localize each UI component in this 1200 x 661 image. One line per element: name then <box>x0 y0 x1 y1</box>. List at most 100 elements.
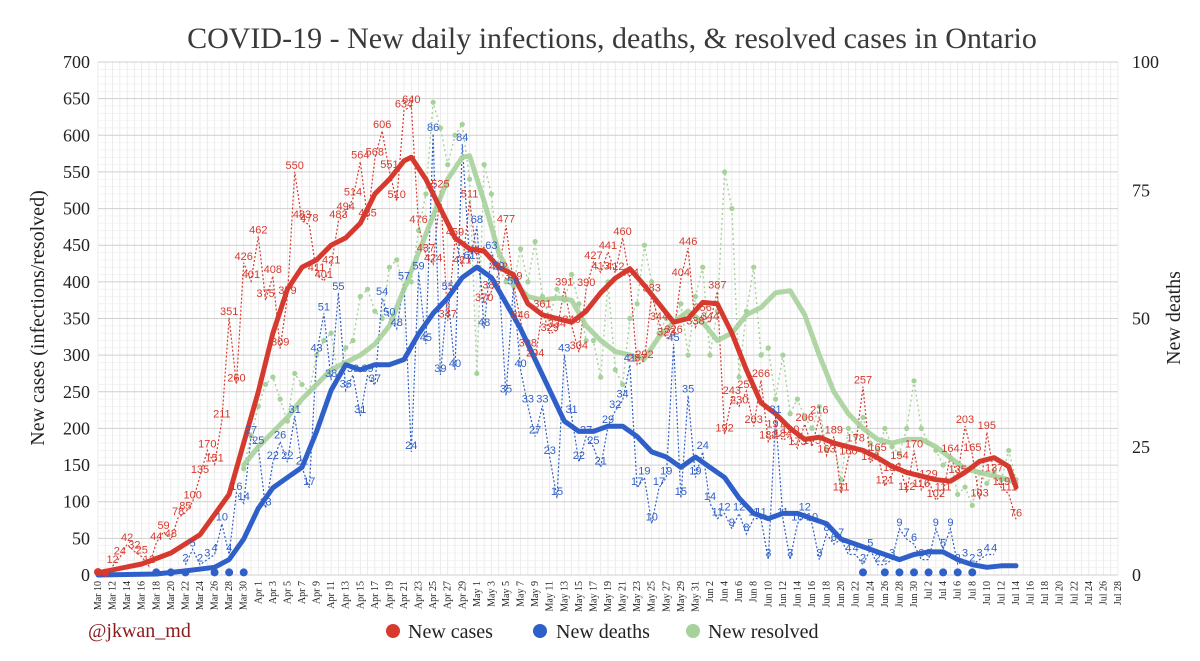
resolved-point <box>707 352 713 358</box>
cases-data-label: 485 <box>358 208 376 220</box>
cases-data-label: 230 <box>730 394 748 406</box>
x-tick-label: Jul 26 <box>1098 581 1109 605</box>
cases-data-label: 412 <box>490 261 508 273</box>
x-tick-label: Mar 26 <box>210 581 221 610</box>
resolved-point <box>466 176 473 182</box>
x-tick-label: Mar 18 <box>151 581 162 610</box>
cases-data-label: 304 <box>570 340 588 352</box>
cases-data-label: 351 <box>220 306 238 318</box>
deaths-data-label: 45 <box>667 332 679 344</box>
deaths-data-label: 14 <box>238 491 250 503</box>
cases-data-label: 135 <box>191 464 209 476</box>
deaths-data-label: 4 <box>212 542 218 554</box>
y-tick-label: 450 <box>63 235 90 255</box>
resolved-point <box>313 352 320 358</box>
deaths-data-label: 11 <box>712 507 723 519</box>
cases-data-label: 195 <box>978 420 996 432</box>
x-tick-label: Apr 9 <box>312 581 323 604</box>
x-tick-label: Jun 2 <box>705 581 716 602</box>
cases-data-label: 399 <box>504 271 522 283</box>
resolved-point <box>445 162 451 168</box>
x-tick-label: Mar 14 <box>122 581 133 610</box>
resolved-point <box>889 444 895 450</box>
cases-data-label: 25 <box>136 545 148 557</box>
x-tick-label: Apr 23 <box>414 581 425 609</box>
deaths-data-label: 2 <box>182 553 188 565</box>
resolved-point <box>845 425 852 432</box>
cases-data-label: 197 <box>766 419 784 431</box>
deaths-data-label: 2 <box>969 553 975 565</box>
y2-tick-label: 75 <box>1132 180 1150 200</box>
cases-data-label: 287 <box>628 353 646 365</box>
resolved-point <box>459 121 465 127</box>
y2-tick-label: 0 <box>1132 565 1141 585</box>
cases-data-label: 251 <box>737 379 755 391</box>
deaths-data-label: 15 <box>551 486 563 498</box>
x-tick-label: Jul 14 <box>1011 581 1022 605</box>
deaths-data-label: 4 <box>845 542 851 554</box>
resolved-point <box>583 337 589 344</box>
deaths-data-label: 3 <box>889 548 895 560</box>
cases-data-label: 326 <box>664 324 682 336</box>
y2-tick-label: 50 <box>1132 309 1150 329</box>
cases-data-label: 216 <box>810 405 828 417</box>
deaths-data-label: 25 <box>252 435 264 447</box>
deaths-data-label: 13 <box>259 496 271 508</box>
cases-data-label: 102 <box>927 488 945 500</box>
deaths-data-label: 33 <box>536 394 548 406</box>
cases-data-label: 424 <box>424 252 442 264</box>
deaths-data-label: 17 <box>303 476 315 488</box>
resolved-point <box>729 205 735 212</box>
deaths-data-label: 3 <box>926 548 932 560</box>
resolved-point <box>736 374 742 380</box>
deaths-data-label: 41 <box>624 353 636 365</box>
cases-data-label: 437 <box>417 243 435 255</box>
deaths-data-label: 27 <box>529 424 541 436</box>
x-tick-label: Mar 12 <box>108 581 119 610</box>
x-tick-label: Mar 28 <box>224 581 235 610</box>
resolved-point <box>627 315 633 322</box>
deaths-data-label: 27 <box>580 424 592 436</box>
cases-data-label: 78 <box>172 506 184 518</box>
cases-data-label: 184 <box>774 428 792 440</box>
cases-data-label: 460 <box>613 226 631 238</box>
cases-data-label: 163 <box>817 444 835 456</box>
resolved-point <box>911 378 917 384</box>
deaths-point <box>152 568 161 577</box>
resolved-point <box>503 279 509 285</box>
cases-data-label: 329 <box>541 322 559 334</box>
resolved-point <box>452 132 458 138</box>
cases-data-label: 48 <box>165 528 177 540</box>
y-tick-label: 200 <box>63 418 90 438</box>
x-tick-label: Jun 10 <box>763 581 774 607</box>
cases-data-label: 511 <box>461 189 479 201</box>
cases-data-label: 606 <box>373 119 391 131</box>
cases-data-label: 260 <box>227 372 245 384</box>
cases-data-label: 211 <box>213 408 231 420</box>
x-tick-label: Jul 16 <box>1026 581 1037 605</box>
deaths-data-label: 32 <box>609 399 621 411</box>
resolved-average-line <box>241 153 1019 486</box>
cases-data-label: 137 <box>985 463 1003 475</box>
cases-data-label: 129 <box>919 468 937 480</box>
deaths-data-label: 38 <box>325 368 337 380</box>
cases-data-label: 462 <box>249 224 267 236</box>
deaths-data-label: 3 <box>962 548 968 560</box>
x-tick-label: Jul 18 <box>1040 581 1051 605</box>
cases-data-label: 165 <box>868 442 886 454</box>
deaths-data-label: 39 <box>347 363 359 375</box>
resolved-point <box>343 345 349 351</box>
cases-data-label: 525 <box>431 178 449 190</box>
resolved-point <box>685 352 691 358</box>
x-tick-label: May 13 <box>559 581 570 612</box>
resolved-point <box>590 337 597 344</box>
chart-title: COVID-19 - New daily infections, deaths,… <box>187 22 1037 55</box>
resolved-point <box>780 352 786 358</box>
resolved-point <box>838 477 844 483</box>
cases-data-label: 138 <box>883 462 901 474</box>
y-tick-label: 350 <box>63 309 90 329</box>
x-tick-label: Jul 12 <box>996 581 1007 605</box>
deaths-data-label: 24 <box>405 440 417 452</box>
x-tick-label: Jun 30 <box>909 581 920 607</box>
y-tick-label: 300 <box>63 345 90 365</box>
